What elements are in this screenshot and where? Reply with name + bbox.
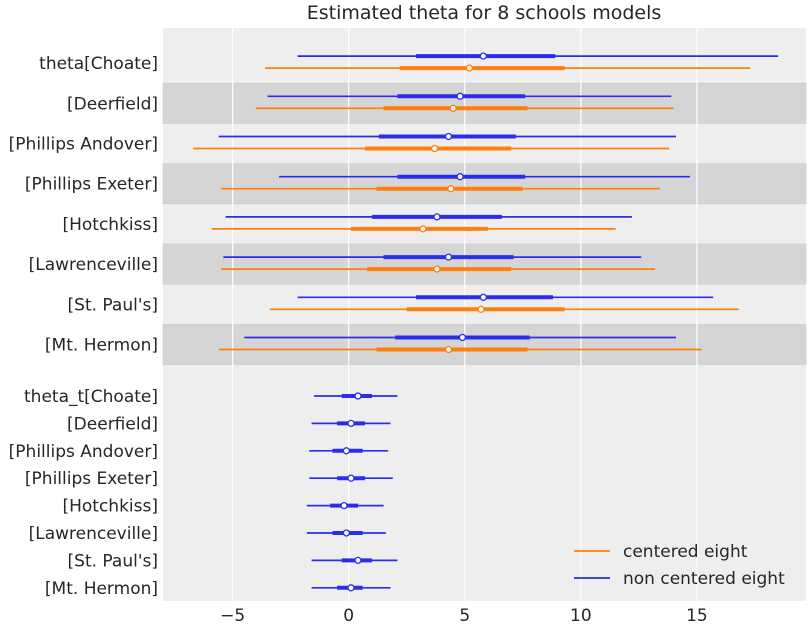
- mean-point: [479, 293, 487, 301]
- x-tick-label: −5: [220, 606, 245, 626]
- mean-point: [447, 185, 455, 193]
- row-label: theta_t[Choate]: [24, 387, 158, 407]
- mean-point: [433, 265, 441, 273]
- row-label: [Phillips Exeter]: [25, 175, 158, 195]
- mean-point: [354, 392, 362, 400]
- legend: centered eight non centered eight: [574, 542, 785, 589]
- x-tick-label: 15: [686, 606, 708, 626]
- row-band: [162, 243, 807, 285]
- row-band: [162, 82, 807, 124]
- row-label: [St. Paul's]: [68, 295, 158, 315]
- grid-lines: [232, 28, 698, 601]
- legend-label: centered eight: [623, 542, 748, 562]
- mean-point: [342, 529, 351, 537]
- mean-point: [444, 345, 453, 354]
- mean-point: [465, 64, 474, 72]
- row-label: [Lawrenceville]: [29, 524, 158, 544]
- mean-point: [444, 253, 453, 261]
- mean-point: [419, 225, 427, 233]
- mean-point: [347, 419, 355, 428]
- row-label: [Mt. Hermon]: [45, 579, 158, 599]
- row-label: [Phillips Andover]: [9, 442, 158, 462]
- row-bands: [162, 82, 807, 365]
- row-label: [Phillips Exeter]: [25, 469, 158, 489]
- row-label: [Hotchkiss]: [62, 215, 158, 235]
- mean-point: [342, 447, 351, 455]
- x-tick-label: 0: [343, 606, 354, 626]
- mean-point: [479, 52, 487, 60]
- interval-marks: [193, 52, 779, 592]
- mean-point: [444, 132, 453, 141]
- row-label: [Deerfield]: [67, 414, 158, 434]
- mean-point: [456, 92, 464, 100]
- row-label: [St. Paul's]: [68, 551, 158, 571]
- mean-point: [430, 144, 439, 153]
- mean-point: [458, 333, 467, 342]
- row-label: [Phillips Andover]: [9, 135, 158, 155]
- row-label: [Deerfield]: [67, 94, 158, 114]
- mean-point: [340, 501, 348, 510]
- mean-point: [477, 305, 485, 313]
- mean-point: [449, 104, 457, 112]
- mean-point: [354, 556, 362, 565]
- x-axis-ticks: −5 0 5 10 15: [220, 606, 708, 626]
- row-band: [162, 163, 807, 205]
- x-tick-label: 10: [570, 606, 592, 626]
- row-label: [Hotchkiss]: [62, 497, 158, 517]
- row-label: theta[Choate]: [39, 54, 158, 74]
- legend-label: non centered eight: [623, 569, 785, 589]
- x-tick-label: 5: [459, 606, 470, 626]
- mean-point: [347, 474, 355, 482]
- row-labels: theta[Choate] [Deerfield] [Phillips Andove…: [9, 54, 158, 599]
- chart-title: Estimated theta for 8 schools models: [307, 2, 662, 24]
- mean-point: [347, 584, 355, 592]
- row-label: [Mt. Hermon]: [45, 336, 158, 356]
- row-band: [162, 324, 807, 365]
- plot-area: [162, 28, 807, 601]
- row-label: [Lawrenceville]: [29, 255, 158, 275]
- mean-point: [456, 173, 464, 181]
- mean-point: [433, 213, 441, 221]
